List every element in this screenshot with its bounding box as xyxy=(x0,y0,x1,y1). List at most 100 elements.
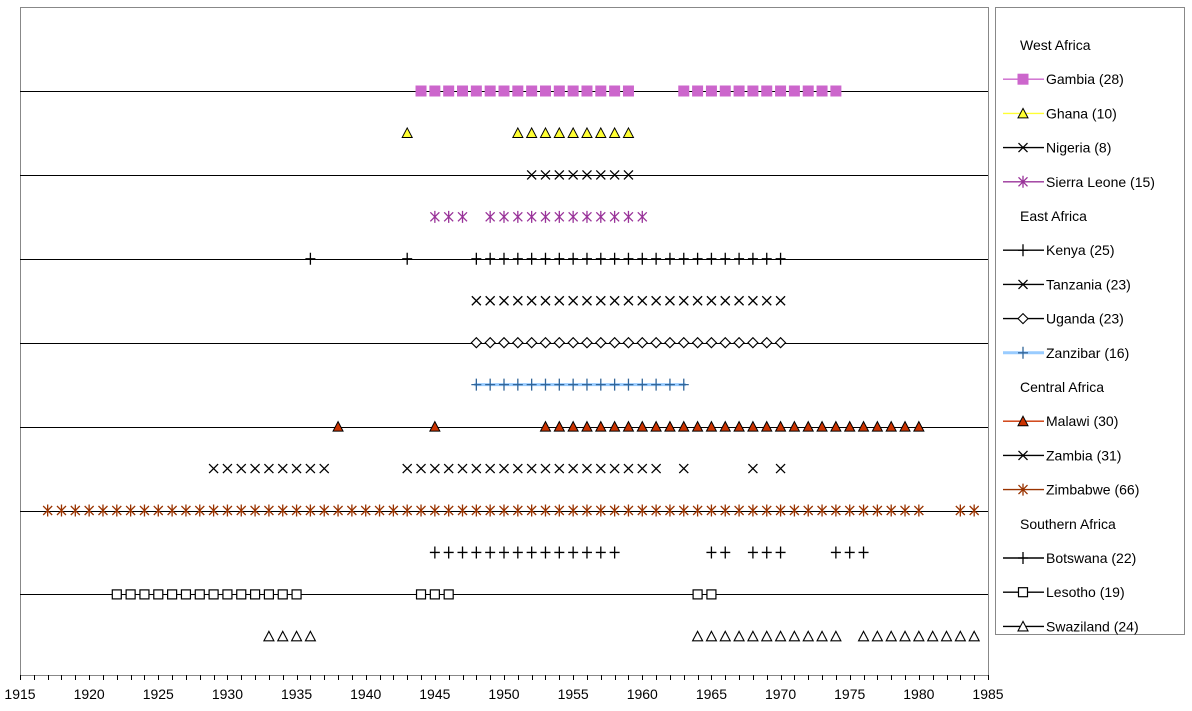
data-point xyxy=(471,252,482,265)
data-point xyxy=(885,630,898,642)
x-tick-label: 1985 xyxy=(972,686,1003,702)
data-point xyxy=(761,295,772,306)
legend-entry-tanzania: Tanzania (23) xyxy=(1003,276,1131,292)
data-point xyxy=(484,85,496,97)
data-point xyxy=(554,252,565,265)
data-point xyxy=(457,504,468,517)
data-point xyxy=(540,295,551,306)
data-point xyxy=(429,504,440,517)
data-point xyxy=(651,504,662,517)
data-point xyxy=(305,463,316,474)
legend-marker xyxy=(1017,620,1029,632)
legend-group-header: Central Africa xyxy=(1020,379,1104,395)
series-ghana xyxy=(401,126,635,138)
data-point xyxy=(276,630,289,642)
series-tanzania xyxy=(471,295,786,306)
data-point xyxy=(775,85,787,97)
data-point xyxy=(429,589,440,600)
data-point xyxy=(485,546,496,559)
data-point xyxy=(705,336,718,349)
legend-entry-swaziland: Swaziland (24) xyxy=(1003,618,1139,634)
data-point xyxy=(540,210,551,223)
data-point xyxy=(816,85,828,97)
legend-label: Zanzibar (16) xyxy=(1046,345,1129,361)
data-point xyxy=(940,630,953,642)
data-point xyxy=(346,504,357,517)
data-point xyxy=(719,85,731,97)
data-point xyxy=(651,378,662,391)
data-point xyxy=(539,126,552,138)
data-point xyxy=(291,463,302,474)
data-point xyxy=(56,504,67,517)
data-point xyxy=(691,420,704,432)
data-point xyxy=(926,630,939,642)
data-point xyxy=(402,504,413,517)
data-point xyxy=(263,463,274,474)
data-point xyxy=(208,504,219,517)
series-sierra-leone xyxy=(429,210,648,223)
legend-marker xyxy=(1017,312,1029,325)
data-point xyxy=(608,420,621,432)
data-point xyxy=(98,504,108,517)
data-point xyxy=(720,504,731,517)
data-point xyxy=(457,546,468,559)
x-tick-label: 1915 xyxy=(4,686,35,702)
data-point xyxy=(554,463,565,474)
data-point xyxy=(677,420,690,432)
data-point xyxy=(194,504,205,517)
x-tick-label: 1970 xyxy=(765,686,796,702)
data-point xyxy=(485,210,496,223)
data-point xyxy=(485,378,496,391)
data-point xyxy=(692,504,703,517)
data-point xyxy=(471,463,482,474)
legend-entry-zanzibar: Zanzibar (16) xyxy=(1003,345,1129,361)
data-point xyxy=(512,295,523,306)
data-point xyxy=(416,504,426,517)
data-point xyxy=(567,126,579,138)
data-point xyxy=(734,504,745,517)
data-point xyxy=(568,546,579,559)
legend: West Africa Gambia (28) Ghana (10) Nigeria … xyxy=(995,7,1185,635)
legend-entry-botswana: Botswana (22) xyxy=(1003,550,1136,566)
data-point xyxy=(236,589,247,600)
data-point xyxy=(789,504,800,517)
data-point xyxy=(429,463,440,474)
data-point xyxy=(733,336,745,349)
data-point xyxy=(816,630,828,642)
data-point xyxy=(568,210,579,223)
data-point xyxy=(499,210,509,223)
data-point xyxy=(886,504,897,517)
data-point xyxy=(443,210,454,223)
data-point xyxy=(761,252,772,265)
data-point xyxy=(581,126,593,138)
data-point xyxy=(623,252,634,265)
data-point xyxy=(236,504,247,517)
data-point xyxy=(871,630,884,642)
data-point xyxy=(554,169,565,180)
data-point xyxy=(582,295,592,306)
data-point xyxy=(817,504,828,517)
legend-label: Nigeria (8) xyxy=(1046,140,1111,156)
data-point xyxy=(222,589,233,600)
data-point xyxy=(582,169,592,180)
data-point xyxy=(471,546,482,559)
data-point xyxy=(664,504,675,517)
data-point xyxy=(471,295,482,306)
data-point xyxy=(720,546,731,559)
data-point xyxy=(733,420,745,432)
data-point xyxy=(553,126,566,138)
data-point xyxy=(595,336,607,349)
data-point xyxy=(678,295,689,306)
data-point xyxy=(719,336,732,349)
data-point xyxy=(622,85,634,97)
data-point xyxy=(623,210,634,223)
data-point xyxy=(457,85,469,97)
data-point xyxy=(415,85,427,97)
data-point xyxy=(829,630,842,642)
data-point xyxy=(167,589,178,600)
data-point xyxy=(554,546,565,559)
legend-entry-uganda: Uganda (23) xyxy=(1003,311,1124,327)
data-point xyxy=(512,546,523,559)
data-point xyxy=(651,463,662,474)
